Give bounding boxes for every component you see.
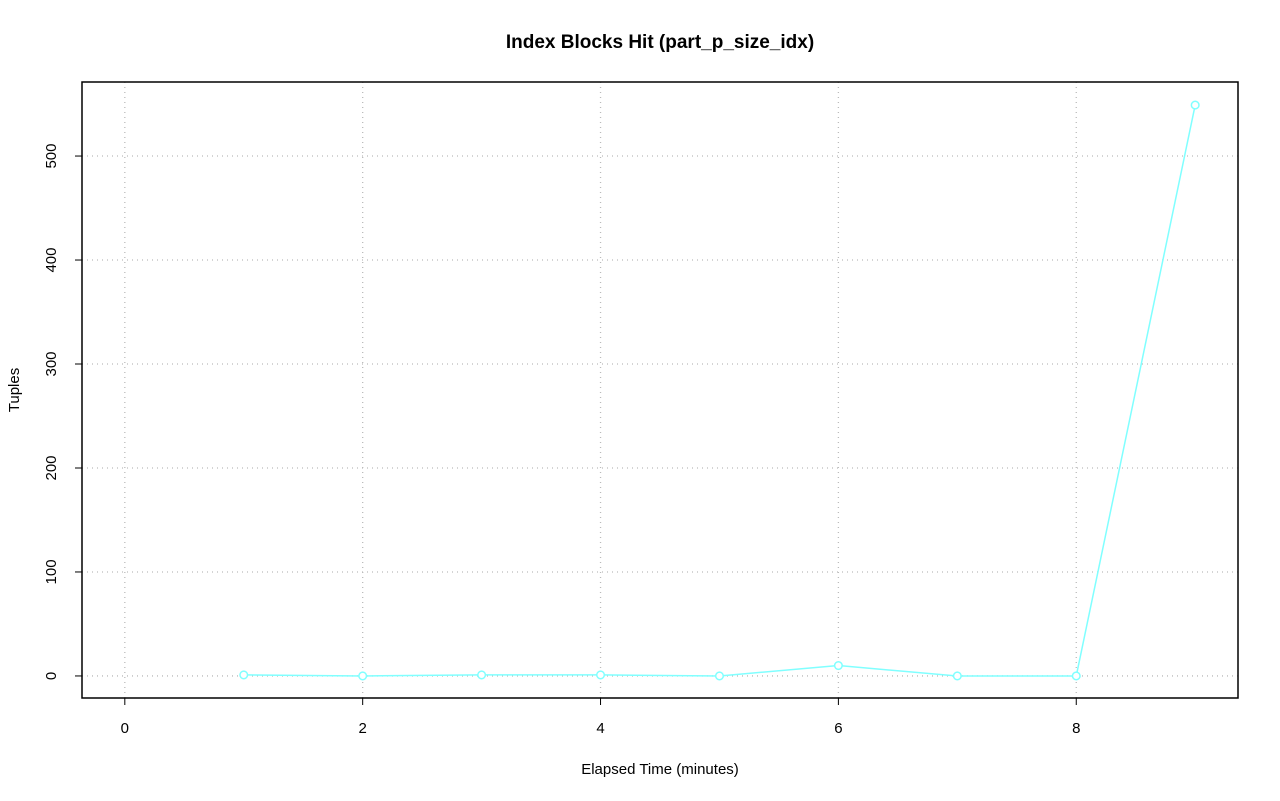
x-tick-label: 6	[834, 720, 842, 737]
data-point	[239, 670, 249, 680]
x-tick-label: 4	[596, 720, 604, 737]
y-tick-label: 300	[43, 351, 60, 376]
y-axis-label: Tuples	[6, 368, 23, 412]
data-point	[952, 671, 962, 681]
y-tick-label: 400	[43, 248, 60, 273]
data-point	[714, 671, 725, 681]
x-tick-label: 0	[121, 720, 129, 737]
y-tick-label: 500	[43, 144, 60, 169]
y-tick-label: 200	[43, 455, 60, 480]
data-point	[477, 670, 487, 680]
x-axis-label: Elapsed Time (minutes)	[581, 761, 739, 778]
data-point	[833, 661, 843, 671]
data-point	[595, 670, 606, 680]
data-point	[358, 671, 368, 681]
plot-frame	[81, 81, 1239, 699]
series-line	[243, 104, 1196, 677]
y-tick-label: 0	[43, 672, 60, 680]
data-point	[1190, 100, 1200, 110]
chart-title: Index Blocks Hit (part_p_size_idx)	[506, 32, 814, 53]
x-tick-label: 8	[1072, 720, 1080, 737]
x-tick-label: 2	[359, 720, 367, 737]
data-point	[1071, 671, 1081, 681]
y-tick-label: 100	[43, 559, 60, 584]
